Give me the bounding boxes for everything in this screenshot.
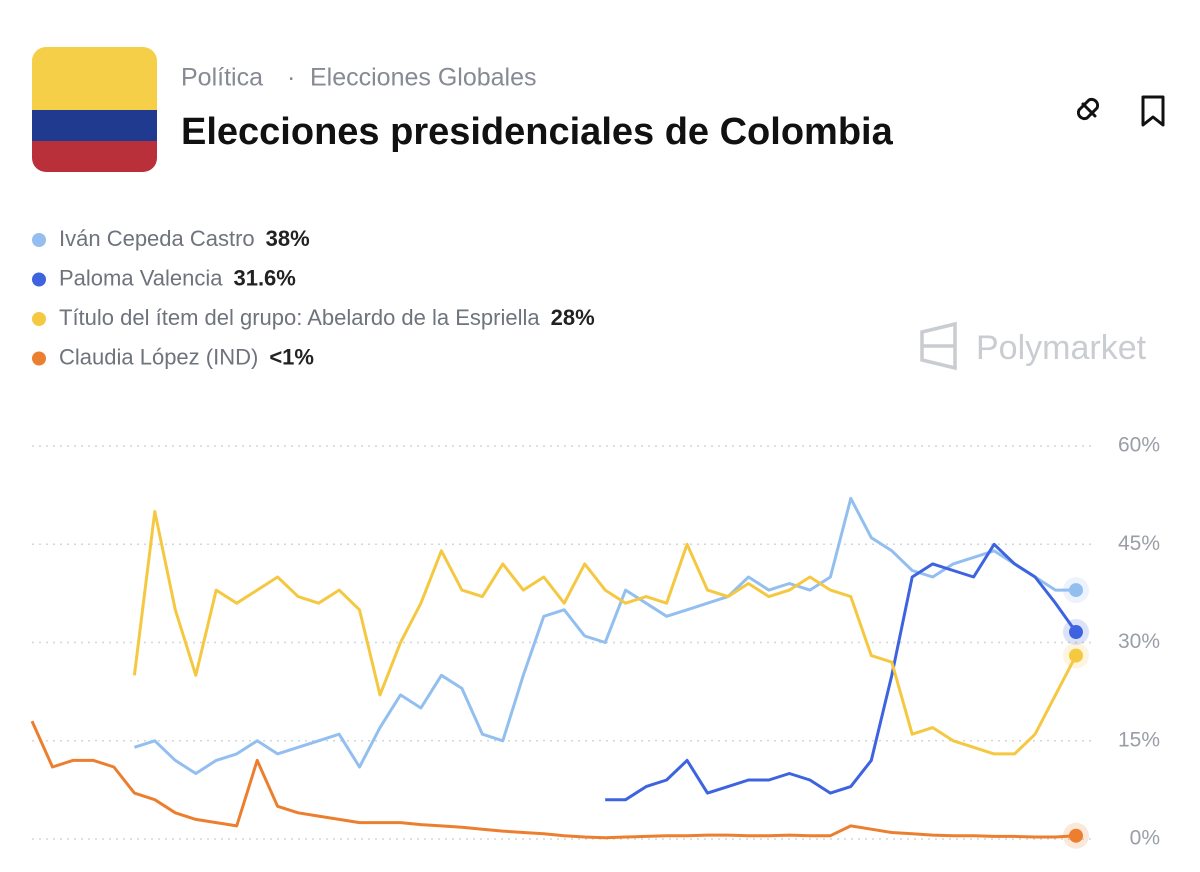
legend-name: Paloma Valencia [59,265,223,290]
watermark: Polymarket [920,321,1147,371]
series-line [133,496,1076,775]
bookmark-icon[interactable] [1141,95,1165,127]
legend-name: Iván Cepeda Castro [59,226,255,251]
watermark-text: Polymarket [976,329,1147,367]
legend-value: 31.6% [233,265,295,290]
legend-swatch [32,272,46,287]
link-icon[interactable] [1076,97,1100,121]
y-tick-label: 30% [1118,630,1160,653]
end-dot [1069,648,1083,663]
y-tick-label: 0% [1130,827,1160,850]
flag [32,47,157,172]
page-title: Elecciones presidenciales de Colombia [181,111,894,153]
legend-value: 38% [266,226,310,251]
end-dot [1069,828,1083,843]
legend-name: Título del ítem del grupo: Abelardo de l… [59,305,540,330]
breadcrumb[interactable]: Elecciones Globales [310,64,537,92]
end-dot [1069,583,1083,598]
series-line [30,720,1077,840]
y-tick-label: 45% [1118,532,1160,555]
series-line [605,542,1078,802]
legend-name: Claudia López (IND) [59,344,258,369]
separator: · [287,64,295,92]
legend-swatch [32,351,46,366]
y-tick-label: 15% [1118,728,1160,751]
y-tick-label: 60% [1118,434,1160,457]
legend-swatch [32,233,46,247]
end-dot [1069,625,1083,640]
legend-value: 28% [551,305,595,330]
series-line [132,510,1078,756]
breadcrumb[interactable]: Política [181,64,263,92]
legend-value: <1% [269,344,314,369]
legend-swatch [32,312,46,326]
